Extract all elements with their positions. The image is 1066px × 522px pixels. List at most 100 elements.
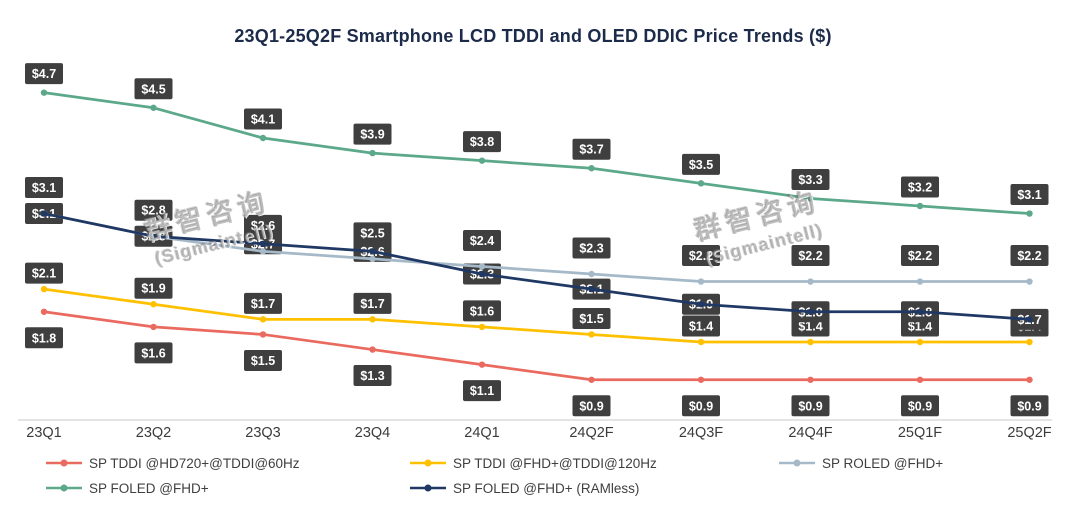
data-label: $2.2 (791, 245, 830, 267)
data-label: $0.9 (572, 395, 611, 417)
data-point (916, 202, 924, 210)
svg-text:$2.6: $2.6 (251, 219, 275, 233)
svg-text:$3.1: $3.1 (1017, 188, 1041, 202)
svg-text:$3.8: $3.8 (470, 135, 494, 149)
svg-text:$4.5: $4.5 (141, 82, 165, 96)
svg-text:$1.4: $1.4 (908, 320, 932, 334)
line-marker-icon (410, 459, 446, 467)
data-point (1026, 316, 1033, 323)
svg-text:$1.5: $1.5 (251, 354, 275, 368)
x-axis-label: 24Q4F (788, 425, 832, 441)
data-label: $2.2 (1010, 245, 1049, 267)
data-point (1026, 210, 1033, 217)
svg-text:$0.9: $0.9 (1017, 399, 1041, 413)
data-point (697, 180, 705, 187)
data-point (369, 255, 376, 263)
x-axis-label: 23Q2 (136, 425, 171, 441)
line-marker-icon (46, 459, 82, 467)
data-point (807, 278, 814, 285)
data-label: $1.5 (572, 307, 611, 329)
svg-text:$3.1: $3.1 (32, 181, 56, 195)
legend-label: SP FOLED @FHD+ (89, 480, 209, 496)
data-point (478, 270, 486, 278)
data-label: $3.8 (463, 131, 501, 153)
data-point (697, 338, 705, 346)
data-label: $3.5 (682, 153, 720, 175)
x-axis-label: 23Q4 (355, 425, 390, 441)
data-point (588, 331, 595, 338)
svg-text:$2.2: $2.2 (689, 249, 713, 263)
data-label: $2.1 (25, 262, 63, 284)
svg-text:$1.1: $1.1 (470, 384, 494, 398)
svg-text:$2.2: $2.2 (1017, 249, 1041, 263)
series-line-4 (43, 212, 1030, 321)
data-point (1026, 278, 1033, 285)
data-label: $3.1 (25, 177, 63, 199)
svg-text:$2.8: $2.8 (141, 204, 165, 218)
svg-text:$2.5: $2.5 (360, 226, 384, 240)
line-marker-icon (410, 484, 446, 492)
data-point (369, 248, 376, 255)
data-label: $2.6 (244, 214, 282, 236)
data-point (259, 248, 267, 255)
legend-item-sp-foled-ramless: SP FOLED @FHD+ (RAMless) (410, 479, 639, 497)
data-point (259, 331, 267, 338)
data-label: $0.9 (1010, 395, 1049, 417)
data-label: $3.7 (572, 138, 611, 160)
data-label: $4.7 (25, 63, 63, 85)
line-marker-icon (46, 484, 82, 492)
svg-text:$1.9: $1.9 (141, 282, 165, 296)
data-point (259, 316, 267, 323)
svg-text:$1.3: $1.3 (360, 369, 384, 383)
data-point (588, 165, 595, 172)
data-label: $1.5 (244, 349, 282, 371)
legend-label: SP TDDI @FHD+@TDDI@120Hz (453, 455, 657, 471)
svg-text:$1.5: $1.5 (579, 312, 603, 326)
data-point (588, 270, 595, 278)
data-point (369, 346, 376, 353)
data-point (150, 301, 157, 308)
legend-label: SP FOLED @FHD+ (RAMless) (453, 480, 640, 496)
series-line-1 (43, 287, 1030, 344)
data-point (40, 308, 48, 315)
data-label: $1.3 (353, 365, 392, 387)
svg-text:$0.9: $0.9 (579, 399, 603, 413)
legend-item-sp-roled-fhd: SP ROLED @FHD+ (779, 454, 943, 472)
svg-text:$3.7: $3.7 (579, 143, 603, 157)
svg-text:$3.5: $3.5 (689, 158, 713, 172)
svg-text:$0.9: $0.9 (798, 399, 822, 413)
legend-item-sp-foled-fhd: SP FOLED @FHD+ (46, 479, 209, 497)
data-point (916, 338, 924, 346)
svg-text:$4.1: $4.1 (251, 113, 275, 127)
x-axis-label: 25Q1F (898, 425, 942, 441)
data-point (1026, 376, 1033, 383)
data-point (150, 323, 157, 331)
x-axis-label: 24Q3F (679, 425, 723, 441)
svg-text:$1.8: $1.8 (32, 331, 56, 345)
data-label: $1.7 (244, 292, 282, 314)
svg-text:$1.6: $1.6 (141, 346, 165, 360)
legend-item-sp-tddi-hd720: SP TDDI @HD720+@TDDI@60Hz (46, 454, 300, 472)
svg-text:$2.3: $2.3 (579, 242, 603, 256)
data-label: $1.8 (25, 327, 63, 349)
data-point (369, 149, 376, 157)
data-label: $1.7 (353, 292, 392, 314)
series-line-0 (43, 310, 1030, 382)
svg-text:$0.9: $0.9 (908, 399, 932, 413)
data-label: $0.9 (901, 395, 939, 417)
legend-label: SP ROLED @FHD+ (822, 455, 944, 471)
data-label: $0.9 (682, 395, 720, 417)
svg-text:$3.3: $3.3 (798, 173, 822, 187)
svg-text:$3.9: $3.9 (360, 128, 384, 142)
x-axis-label: 23Q3 (245, 425, 280, 441)
data-label: $1.9 (134, 277, 173, 299)
line-marker-icon (779, 459, 815, 467)
data-point (150, 233, 157, 240)
data-label: $2.3 (572, 237, 611, 259)
data-label: $3.1 (1010, 184, 1049, 206)
svg-text:$2.1: $2.1 (32, 267, 56, 281)
data-point (916, 308, 924, 315)
data-point (807, 338, 814, 346)
data-label: $4.5 (134, 78, 173, 100)
